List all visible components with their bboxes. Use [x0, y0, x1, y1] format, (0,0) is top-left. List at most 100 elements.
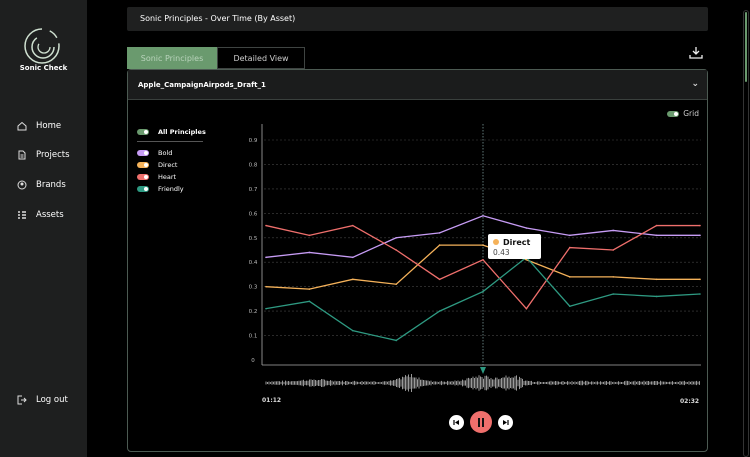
y-tick-label: 0.5: [249, 236, 258, 242]
pause-button[interactable]: [470, 411, 492, 433]
document-icon: [18, 150, 26, 160]
data-point: [482, 290, 484, 293]
nav-label: Assets: [36, 210, 64, 220]
toggle-switch[interactable]: [137, 162, 149, 168]
brand-name: Sonic Check: [19, 64, 68, 72]
nav-home[interactable]: Home: [17, 121, 61, 131]
logout-icon: [17, 395, 27, 405]
data-point: [655, 234, 658, 237]
data-point: [699, 278, 701, 281]
series-line-direct[interactable]: [265, 244, 700, 290]
y-tick-label: 0.1: [249, 334, 258, 340]
data-point: [352, 329, 354, 332]
data-point: [525, 307, 528, 310]
tooltip-series: Direct: [503, 238, 530, 247]
legend-label: Direct: [158, 161, 178, 169]
skip-forward-icon: [503, 420, 509, 425]
chart-panel: Apple_CampaignAirpods_Draft_1 ⌄ Grid All …: [127, 69, 708, 452]
previous-button[interactable]: [449, 415, 464, 430]
y-tick-label: 0.8: [249, 162, 258, 168]
list-icon: [18, 211, 26, 219]
toggle-switch[interactable]: [137, 174, 149, 180]
nav-label: Projects: [36, 150, 70, 160]
data-point: [612, 293, 614, 295]
data-point: [525, 227, 528, 229]
legend-all-principles[interactable]: All Principles: [137, 126, 206, 138]
pause-icon: [478, 417, 484, 427]
data-point: [308, 300, 311, 303]
legend-heart[interactable]: Heart: [137, 171, 206, 183]
end-time: 02:32: [680, 398, 700, 405]
data-point: [482, 258, 484, 261]
y-tick-label: 0: [251, 358, 255, 364]
nav-brands[interactable]: Brands: [17, 180, 66, 190]
legend-bold[interactable]: Bold: [137, 147, 206, 159]
legend-direct[interactable]: Direct: [137, 159, 206, 171]
data-point: [699, 234, 701, 237]
data-point: [395, 236, 398, 239]
data-point: [655, 278, 658, 281]
skip-back-icon: [453, 420, 459, 425]
data-point: [352, 256, 354, 259]
asset-name: Apple_CampaignAirpods_Draft_1: [138, 81, 266, 89]
y-tick-label: 0.6: [249, 211, 258, 217]
grid-toggle[interactable]: Grid: [667, 109, 699, 118]
data-point: [308, 234, 311, 237]
data-point: [569, 276, 571, 278]
start-time: 01:12: [262, 397, 282, 404]
data-point: [438, 244, 441, 246]
y-tick-label: 0.2: [249, 309, 258, 315]
legend-label: All Principles: [158, 128, 206, 136]
data-point: [395, 283, 398, 286]
download-icon[interactable]: [689, 46, 703, 60]
nav-label: Brands: [36, 180, 66, 190]
tab-detailed-view[interactable]: Detailed View: [217, 47, 305, 69]
logout-button[interactable]: Log out: [17, 395, 68, 405]
logout-label: Log out: [36, 395, 68, 405]
data-point: [438, 278, 441, 281]
data-point: [655, 295, 658, 298]
data-point: [265, 224, 267, 227]
y-tick-label: 0.9: [249, 138, 258, 144]
data-point: [265, 307, 267, 310]
tab-sonic-principles[interactable]: Sonic Principles: [127, 47, 217, 69]
legend-friendly[interactable]: Friendly: [137, 183, 206, 195]
y-tick-label: 0.7: [249, 187, 258, 193]
data-point: [395, 339, 398, 342]
data-point: [482, 214, 484, 217]
data-point: [612, 249, 614, 251]
asset-selector[interactable]: Apple_CampaignAirpods_Draft_1 ⌄: [128, 70, 707, 100]
next-button[interactable]: [498, 415, 513, 430]
data-point: [438, 232, 441, 234]
y-tick-label: 0.4: [249, 260, 258, 266]
data-point: [438, 310, 441, 312]
scrollbar[interactable]: [743, 10, 749, 457]
legend-label: Bold: [158, 149, 173, 157]
data-point: [612, 276, 614, 278]
home-icon: [17, 121, 27, 131]
data-point: [655, 224, 658, 227]
tooltip-value: 0.43: [493, 248, 510, 257]
data-point: [352, 278, 354, 281]
toggle-switch[interactable]: [137, 150, 149, 156]
toggle-switch[interactable]: [137, 129, 149, 135]
data-point: [699, 293, 701, 295]
legend-label: Friendly: [158, 185, 184, 193]
nav-assets[interactable]: Assets: [17, 210, 64, 220]
legend-label: Heart: [158, 173, 177, 181]
user-circle-icon: [17, 180, 27, 190]
toggle-switch[interactable]: [667, 110, 680, 117]
waveform[interactable]: [265, 373, 700, 393]
playhead-marker[interactable]: [480, 367, 486, 374]
scrollbar-thumb[interactable]: [745, 12, 747, 82]
toggle-switch[interactable]: [137, 186, 149, 192]
nav-projects[interactable]: Projects: [17, 150, 70, 160]
data-point: [308, 288, 311, 290]
legend: All Principles Bold Direct Heart Friendl…: [137, 126, 206, 195]
data-point: [699, 224, 701, 227]
data-point: [308, 251, 311, 254]
data-point: [482, 244, 484, 246]
data-point: [395, 249, 398, 251]
